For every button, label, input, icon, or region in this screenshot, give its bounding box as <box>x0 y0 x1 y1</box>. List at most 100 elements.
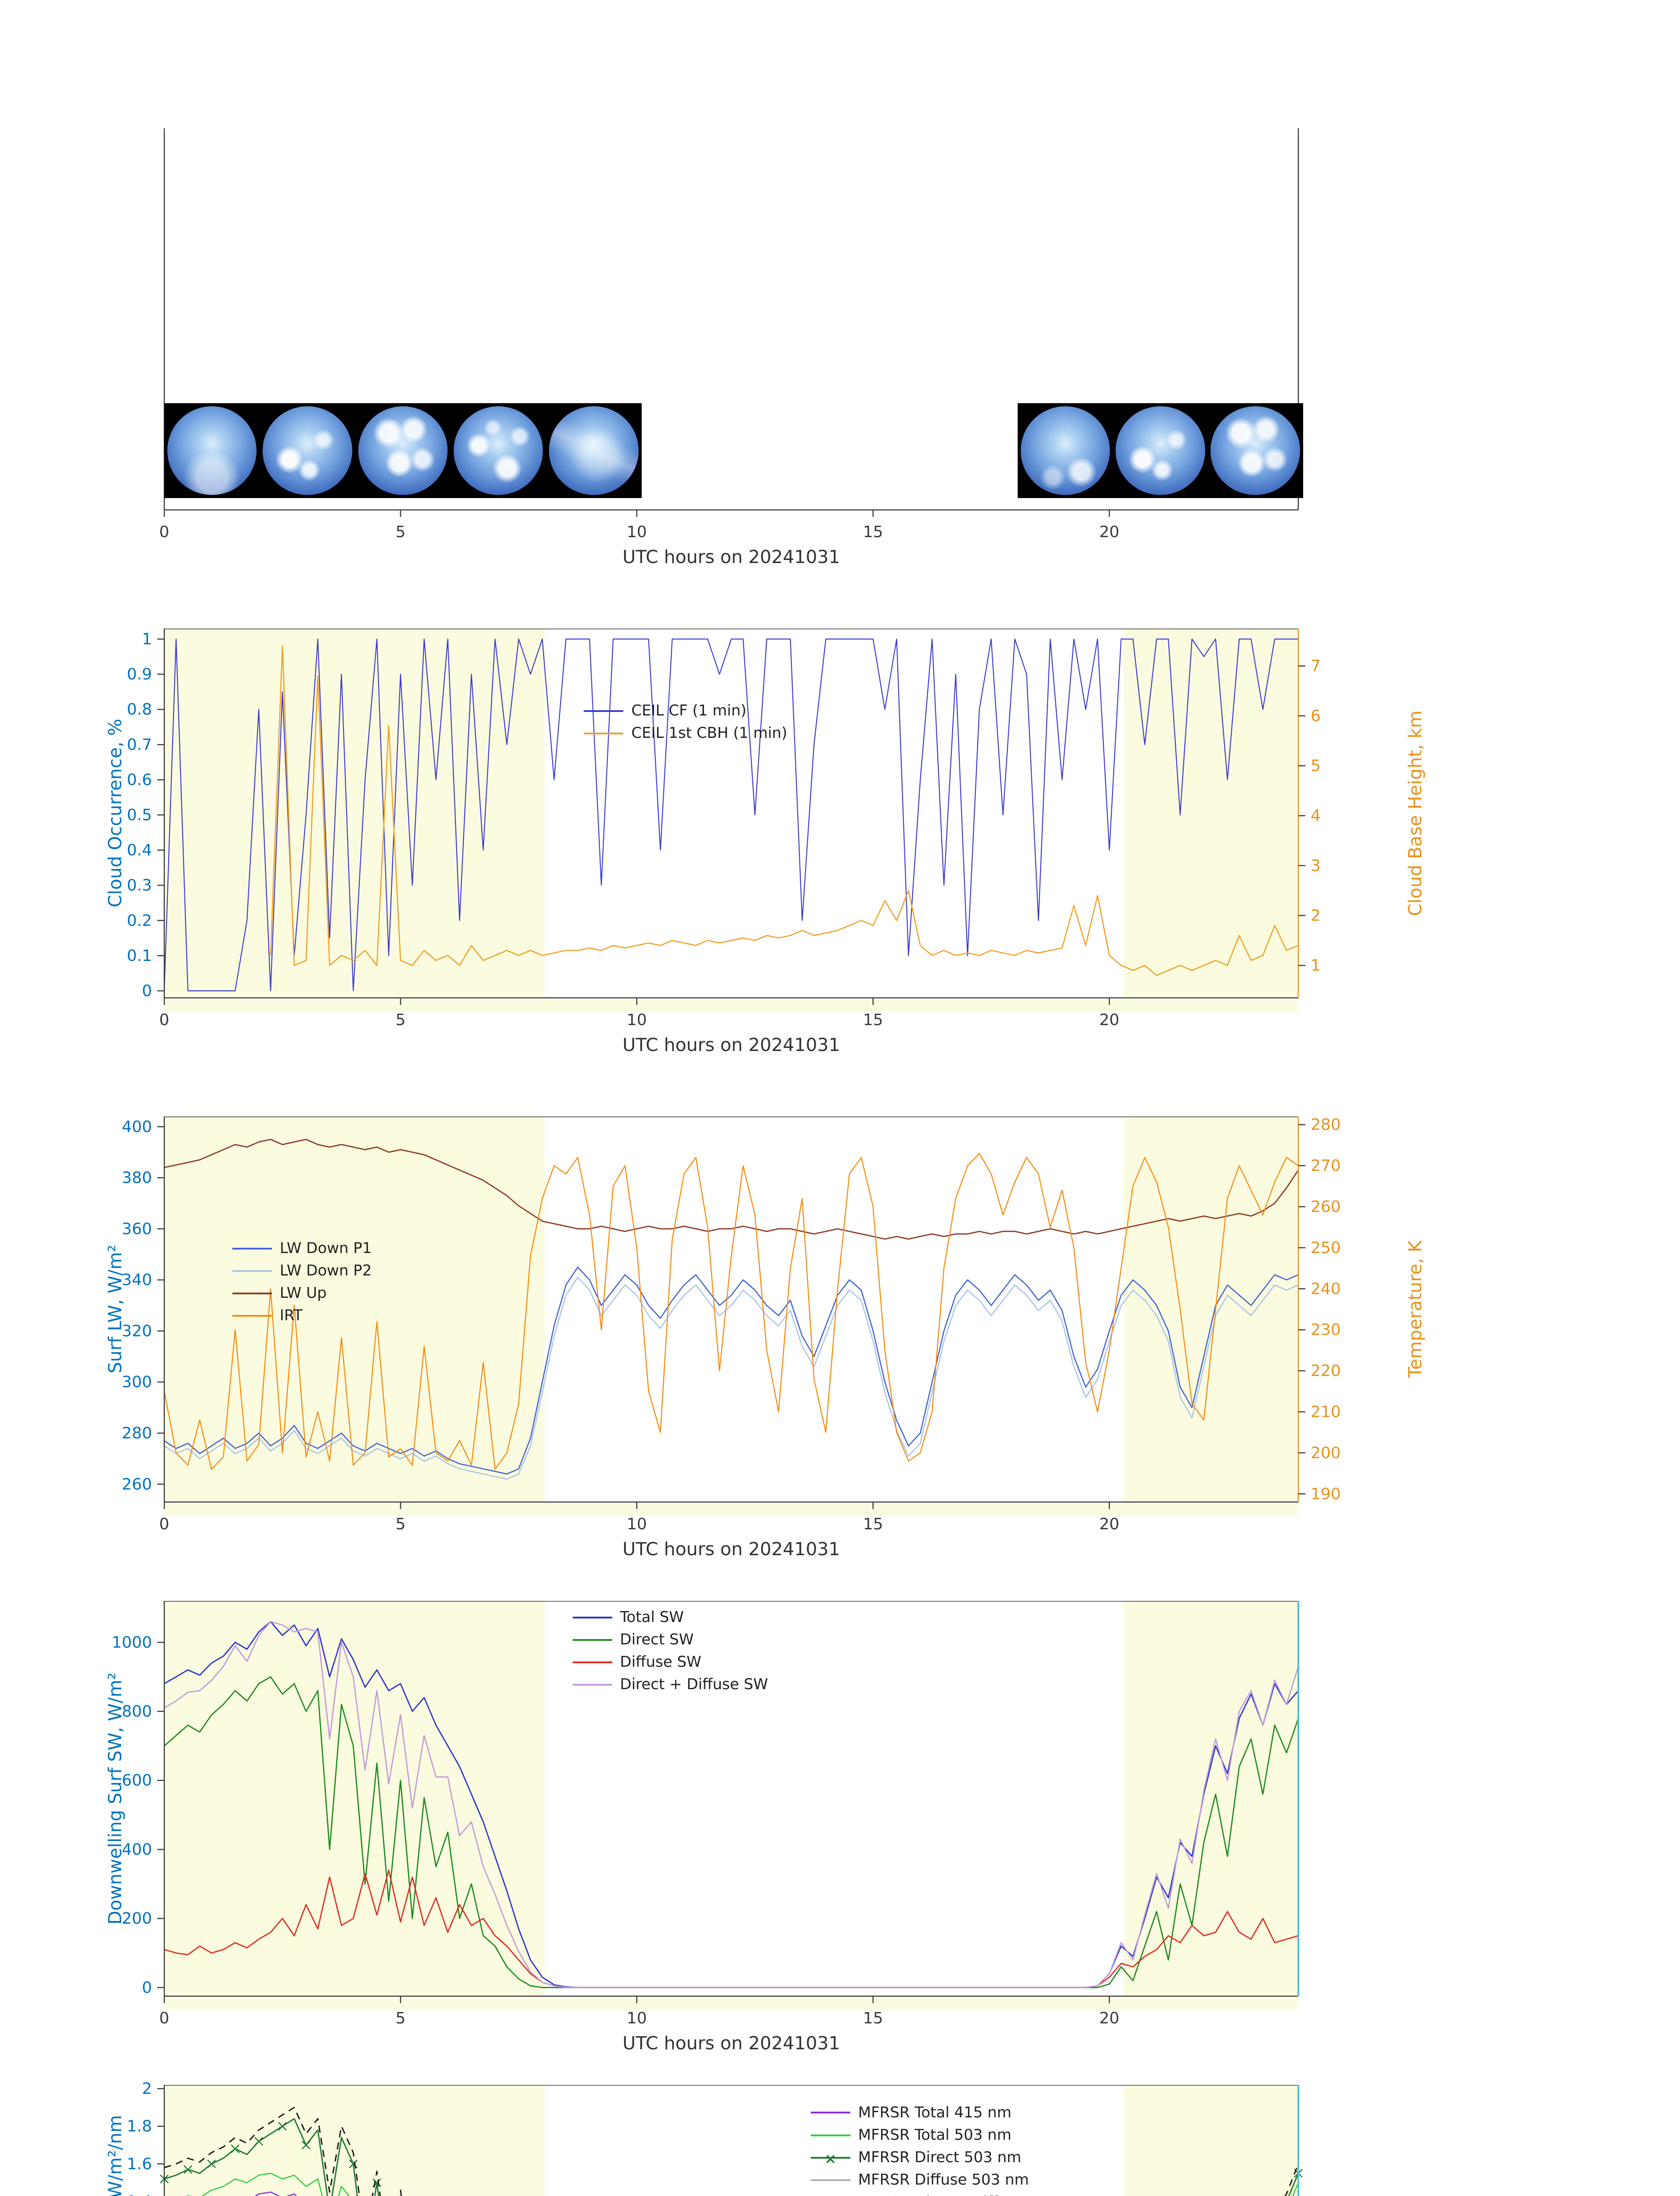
y-tick-label-left: 300 <box>122 1373 152 1391</box>
x-tick-label: 10 <box>627 1011 647 1029</box>
y-tick-label-left: 340 <box>122 1271 152 1289</box>
panel-cloud-occurrence: 0 5 10 15 20 0 0.1 0.2 0.3 0.4 0.5 0.6 0.7 0.8 0.9 1 1 2 3… <box>0 628 1680 1081</box>
y-tick-label-left: 0.7 <box>127 736 152 754</box>
x-tick-label: 0 <box>159 1515 170 1533</box>
x-axis-label: UTC hours on 20241031 <box>622 1539 840 1560</box>
x-axis-label: UTC hours on 20241031 <box>622 546 840 567</box>
legend-entry-mfrsr-total-503-nm: MFRSR Total 503 nm <box>810 2126 1086 2144</box>
y-tick-label-right: 230 <box>1311 1321 1341 1339</box>
series-mfrsr-total-503-nm <box>186 2173 1299 2196</box>
legend-entry-lw-up: LW Up <box>232 1285 372 1302</box>
sky-image-fisheye <box>263 406 352 495</box>
cloud-occurrence-plot: 0 5 10 15 20 0 0.1 0.2 0.3 0.4 0.5 0.6 0.7 0.8 0.9 1 1 2 3… <box>127 628 1321 1029</box>
y-tick-label-left: 800 <box>122 1703 152 1721</box>
y-tick-label-right: 260 <box>1311 1198 1341 1216</box>
sky-image-fisheye <box>453 406 543 495</box>
y-tick-label-right: 3 <box>1311 857 1321 875</box>
legend-line-sample <box>810 2179 850 2181</box>
legend-entry-mfrsr-diffuse-503-nm: MFRSR Diffuse 503 nm <box>810 2171 1086 2189</box>
sky-image-fisheye <box>167 406 257 495</box>
x-tick-label: 15 <box>863 1011 883 1029</box>
y-tick-label-left: 380 <box>122 1169 152 1187</box>
y-axis-label-right: Temperature, K <box>1405 1240 1426 1378</box>
series-lw-down-p2 <box>164 1277 1299 1480</box>
y-tick-label-left: 1.8 <box>127 2117 152 2135</box>
legend-label: MFRSR Direct+Diffuse 503 nm <box>858 2194 1086 2196</box>
x-tick-label: 0 <box>159 1011 170 1029</box>
y-tick-label-right: 240 <box>1311 1280 1341 1298</box>
x-tick-label: 15 <box>863 523 883 541</box>
y-tick-label-left: 400 <box>122 1118 152 1136</box>
legend-line-sample <box>584 710 624 712</box>
y-tick-label-right: 250 <box>1311 1239 1341 1257</box>
y-tick-label-right: 220 <box>1311 1362 1341 1380</box>
legend-entry-lw-down-p1: LW Down P1 <box>232 1239 372 1257</box>
legend-line-sample <box>232 1315 272 1317</box>
legend-entry-ceil-cf-1-min: CEIL CF (1 min) <box>584 702 787 719</box>
sky-image-fisheye <box>1020 406 1110 495</box>
legend-label: IRT <box>279 1307 303 1325</box>
y-tick-label-left: 0 <box>142 982 152 1000</box>
x-tick-label: 5 <box>395 1011 405 1029</box>
y-tick-label-left: 400 <box>122 1841 152 1859</box>
legend-label: MFRSR Direct 503 nm <box>858 2149 1022 2167</box>
sky-image <box>164 403 260 498</box>
legend-line-sample <box>572 1683 612 1686</box>
x-axis-label: UTC hours on 20241031 <box>622 1034 840 1055</box>
panel-sky-images: 0 5 10 15 20 UTC hours on 20241031 <box>0 128 1680 638</box>
legend-line-sample <box>232 1247 272 1250</box>
y-tick-label-left: 280 <box>122 1424 152 1442</box>
legend: LW Down P1 LW Down P2 LW Up IRT <box>232 1239 372 1324</box>
y-tick-label-right: 4 <box>1311 807 1321 825</box>
legend-label: CEIL 1st CBH (1 min) <box>631 724 788 742</box>
legend-entry-lw-down-p2: LW Down P2 <box>232 1262 372 1279</box>
sky-image <box>355 403 451 498</box>
legend-label: MFRSR Diffuse 503 nm <box>858 2171 1029 2189</box>
sky-image <box>450 403 546 498</box>
x-tick-label: 20 <box>1099 1515 1120 1533</box>
y-axis-label-left: Downwelling Surf SW, W/m² <box>105 1672 126 1925</box>
series-ceil-cf-1-min <box>163 638 1298 992</box>
legend-line-sample <box>584 732 624 734</box>
legend: Total SW Direct SW Diffuse SW Direct + Diff… <box>572 1608 768 1693</box>
y-tick-label-left: 0.6 <box>127 771 152 789</box>
y-axis-label-left: Surf LW, W/m² <box>105 1245 126 1374</box>
legend-label: Direct SW <box>620 1631 694 1649</box>
sky-image <box>546 403 642 498</box>
y-axis-label-left: Downwelling Narrowband, W/m²/nm <box>104 2085 126 2196</box>
legend-label: LW Down P1 <box>279 1239 372 1257</box>
legend-entry-irt: IRT <box>232 1307 372 1324</box>
y-tick-label-left: 1000 <box>112 1633 152 1651</box>
legend-line-sample <box>810 2112 850 2114</box>
legend-label: LW Up <box>279 1284 327 1302</box>
sky-image-fisheye <box>549 406 639 495</box>
legend-line-sample <box>232 1292 272 1294</box>
y-tick-label-left: 2 <box>142 2080 152 2098</box>
daylight-shading-region <box>1123 628 1298 998</box>
x-tick-label: 20 <box>1099 523 1120 541</box>
sun-up-strip <box>164 1000 1298 1011</box>
daylight-shading-region <box>164 1116 545 1502</box>
legend-label: Diffuse SW <box>620 1653 701 1671</box>
x-tick-label: 15 <box>863 2009 883 2027</box>
x-tick-label: 20 <box>1099 1011 1120 1029</box>
legend-entry-diffuse-sw: Diffuse SW <box>572 1653 768 1671</box>
x-axis-label: UTC hours on 20241031 <box>622 2033 840 2054</box>
x-tick-label: 10 <box>627 2009 647 2027</box>
panel-surface-longwave: 0 5 10 15 20 260 280 300 320 340 360 380 400 190 200 21… <box>0 1116 1680 1586</box>
y-axis-label-right: Cloud Base Height, km <box>1405 710 1426 916</box>
legend-label: LW Down P2 <box>279 1262 372 1280</box>
y-tick-label-left: 0.3 <box>127 877 152 895</box>
sky-image-fisheye <box>1116 406 1205 495</box>
legend-line-sample: × <box>810 2152 850 2166</box>
y-tick-label-left: 0.2 <box>127 912 152 930</box>
y-tick-label-left: 0.1 <box>127 947 152 965</box>
legend-entry-direct-diffuse-sw: Direct + Diffuse SW <box>572 1676 768 1693</box>
y-tick-label-left: 360 <box>122 1220 152 1238</box>
y-tick-label-right: 210 <box>1311 1403 1341 1421</box>
y-tick-label-right: 1 <box>1311 957 1321 975</box>
x-tick-label: 0 <box>159 523 170 541</box>
y-tick-label-left: 1 <box>142 630 152 648</box>
daylight-shading-region <box>1123 1116 1298 1502</box>
